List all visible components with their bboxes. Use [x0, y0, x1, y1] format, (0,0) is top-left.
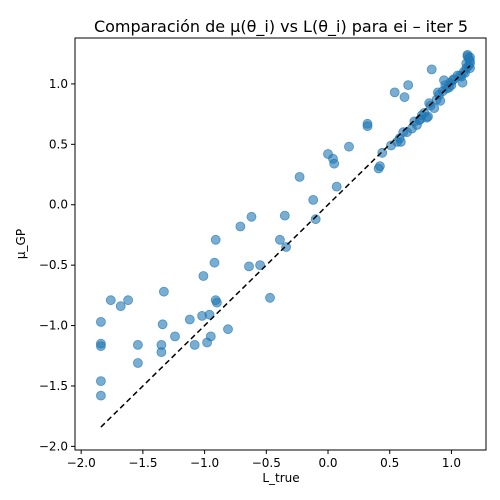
scatter-point: [274, 234, 285, 245]
scatter-point: [423, 111, 433, 122]
scatter-point: [255, 260, 266, 271]
scatter-point: [435, 95, 446, 106]
y-tick-label: 0.0: [49, 198, 68, 212]
scatter-point: [156, 339, 167, 350]
scatter-point: [429, 103, 440, 113]
scatter-point: [395, 136, 406, 147]
scatter-point: [223, 324, 233, 335]
scatter-point: [123, 295, 134, 306]
scatter-point: [426, 64, 437, 75]
x-axis: −2.0 −1.5 −1.0 −0.5 0.0 0.5 1.0: [67, 450, 461, 470]
scatter-point: [457, 77, 468, 88]
scatter-point: [465, 63, 475, 74]
x-tick-label: 0.0: [318, 456, 337, 470]
y-tick-label: −1.5: [39, 379, 68, 393]
scatter-point: [310, 214, 321, 225]
scatter-point: [184, 314, 195, 325]
scatter-point: [362, 118, 373, 129]
x-axis-label: L_true: [262, 471, 299, 485]
scatter-point: [294, 171, 305, 182]
scatter-point: [235, 221, 246, 232]
scatter-point: [204, 309, 215, 320]
scatter-point: [281, 242, 292, 252]
scatter-point: [96, 338, 106, 349]
scatter-point: [209, 257, 220, 268]
scatter-point: [211, 297, 222, 308]
scatter-point: [244, 261, 254, 272]
scatter-point: [115, 301, 126, 312]
scatter-point: [105, 295, 116, 306]
scatter-point: [399, 92, 410, 103]
x-tick-label: 1.0: [442, 456, 461, 470]
scatter-point: [389, 87, 400, 98]
scatter-point: [329, 158, 340, 169]
x-tick-label: −0.5: [252, 456, 281, 470]
scatter-point: [170, 331, 180, 342]
y-tick-label: 1.0: [49, 77, 68, 91]
scatter-point: [96, 376, 106, 387]
reference-diagonal-line: [100, 65, 471, 428]
points-layer: [96, 50, 475, 401]
scatter-point: [308, 194, 319, 205]
scatter-point: [205, 331, 216, 342]
y-tick-label: −2.0: [39, 439, 68, 453]
scatter-point: [210, 234, 221, 245]
scatter-point: [344, 141, 354, 152]
scatter-point: [158, 286, 169, 297]
x-tick-label: 0.5: [380, 456, 399, 470]
scatter-point: [132, 339, 143, 350]
scatter-point: [331, 181, 342, 192]
x-tick-label: −2.0: [67, 456, 96, 470]
scatter-point: [198, 271, 209, 281]
y-axis: −2.0 −1.5 −1.0 −0.5 0.0 0.5 1.0: [39, 77, 75, 453]
scatter-point: [157, 319, 168, 330]
scatter-point: [377, 147, 388, 158]
scatter-point: [403, 80, 414, 90]
scatter-point: [374, 161, 385, 172]
chart-title: Comparación de μ(θ_i) vs L(θ_i) para ei …: [94, 17, 468, 37]
scatter-point: [279, 210, 290, 221]
x-tick-label: −1.5: [128, 456, 157, 470]
scatter-point: [265, 292, 275, 303]
y-tick-label: −1.0: [39, 319, 68, 333]
scatter-point: [132, 358, 143, 368]
plot-frame: [74, 37, 487, 451]
scatter-point: [96, 316, 106, 327]
scatter-point: [96, 390, 106, 401]
scatter-point: [246, 211, 257, 222]
scatter-point: [189, 339, 200, 350]
x-tick-label: −1.0: [190, 456, 219, 470]
y-tick-label: 0.5: [49, 137, 68, 151]
y-axis-label: μ_GP: [14, 229, 28, 259]
y-tick-label: −0.5: [39, 258, 68, 272]
